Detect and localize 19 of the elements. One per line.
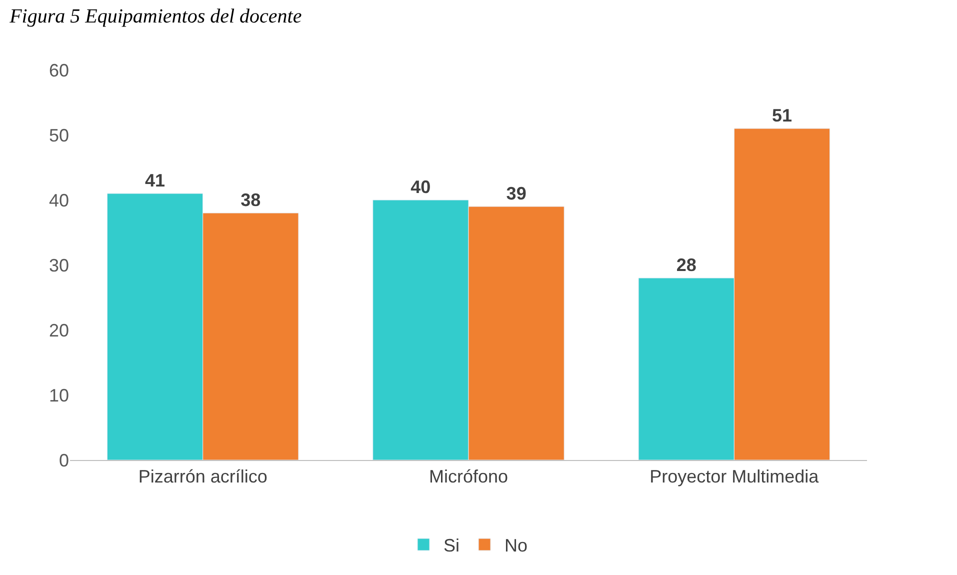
y-tick-label: 10: [48, 385, 69, 406]
data-label: 41: [144, 170, 166, 190]
data-label: 28: [676, 255, 696, 275]
data-label: 40: [410, 177, 431, 197]
y-tick-label: 20: [48, 320, 69, 340]
legend-label: Si: [444, 536, 460, 556]
chart-title: Figura 5 Equipamientos del docente: [8, 6, 302, 28]
y-tick-label: 30: [48, 255, 69, 276]
x-tick-label: Proyector Multimedia: [650, 466, 820, 487]
data-label: 38: [240, 190, 261, 210]
y-tick-label: 50: [48, 125, 69, 146]
data-label: 51: [772, 106, 792, 126]
data-label: 39: [506, 184, 526, 204]
y-tick-label: 0: [58, 450, 69, 470]
legend-label: No: [504, 536, 528, 556]
x-tick-label: Micrófono: [428, 466, 508, 487]
y-tick-label: 60: [48, 60, 69, 80]
x-tick-label: Pizarrón acrílico: [138, 466, 268, 487]
y-tick-label: 40: [48, 190, 69, 210]
